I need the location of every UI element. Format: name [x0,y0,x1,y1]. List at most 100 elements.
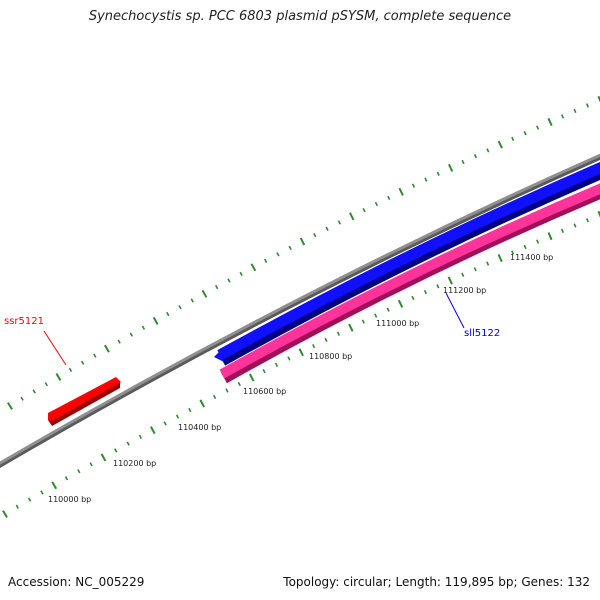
tick-mark [227,278,231,283]
tick-mark [68,367,73,372]
scale-label-110800: 110800 bp [309,352,352,361]
tick-mark [461,159,465,165]
tick-mark [497,140,503,149]
tick-mark [276,252,280,257]
scale-label-110600: 110600 bp [243,387,286,396]
plasmid-backbone [0,153,600,465]
scale-label-111400: 111400 bp [510,253,553,262]
inner-tick-ring [2,210,600,518]
tick-mark [237,381,241,387]
tick-mark [312,343,316,349]
tick-mark [141,325,146,330]
tick-mark [585,103,590,108]
tick-mark [447,276,453,285]
tick-mark [447,163,454,172]
tick-mark [397,299,404,308]
tick-mark [473,267,477,272]
tick-mark [325,226,329,231]
tick-mark [262,368,266,374]
tick-mark [288,245,292,251]
tick-mark [348,323,354,332]
tick-mark [114,448,118,453]
gene-pink[interactable] [219,183,600,379]
tick-mark [178,305,182,310]
ssr5121-label: ssr5121 [4,316,44,327]
tick-mark [175,414,180,419]
tick-mark [15,504,19,509]
tick-mark [523,244,527,250]
tick-mark [163,421,167,426]
tick-mark [287,356,291,361]
tick-mark [80,360,85,365]
tick-mark [274,362,279,367]
gene-sll5122-arrowhead [214,350,224,362]
tick-mark [523,131,527,136]
tick-mark [20,396,24,401]
tick-mark [486,261,490,266]
tick-mark [361,319,365,324]
tick-mark [597,95,600,103]
tick-mark [511,250,515,255]
tick-mark [313,233,317,238]
tick-mark [411,295,415,301]
tick-mark [188,407,192,413]
tick-mark [436,284,440,289]
tick-mark [536,239,540,244]
tick-mark [473,154,478,159]
tick-mark [40,490,44,495]
tick-mark [129,332,133,337]
tick-mark [461,272,465,278]
tick-mark [89,462,93,467]
tick-mark [362,207,366,213]
outer-tick-ring [7,95,600,410]
tick-mark [336,331,341,336]
tick-mark [55,372,62,381]
tick-mark [249,373,255,382]
tick-mark [51,481,58,490]
tick-mark [77,469,81,474]
tick-mark [225,388,229,393]
tick-mark [2,510,8,518]
gene-sll5122[interactable] [217,161,600,360]
tick-mark [398,187,404,196]
tick-mark [411,183,416,188]
accession-text: Accession: NC_005229 [8,575,145,589]
topology-summary: Topology: circular; Length: 119,895 bp; … [283,575,590,589]
tick-mark [250,263,257,272]
tick-mark [349,212,355,221]
tick-mark [7,402,13,410]
tick-mark [374,201,379,207]
tick-mark [32,389,36,394]
tick-mark [573,223,577,228]
map-title: Synechocystis sp. PCC 6803 plasmid pSYSM… [88,9,512,24]
tick-mark [239,271,243,276]
tick-mark [117,339,121,344]
tick-mark [93,353,97,358]
gene-ssr5121[interactable] [48,377,121,421]
tick-mark [201,289,208,298]
tick-mark [560,228,565,234]
tick-mark [337,220,342,225]
tick-mark [536,125,540,130]
tick-mark [199,399,205,408]
tick-mark [573,108,577,114]
tick-mark [547,232,553,241]
tick-mark [27,497,32,502]
tick-mark [100,453,107,462]
tick-mark [436,171,440,176]
tick-mark [424,177,428,182]
gene-pink-shadow [221,186,600,384]
scale-label-110000: 110000 bp [48,495,91,504]
tick-mark [585,218,590,223]
tick-mark [497,253,503,263]
backbone-shadow [0,154,600,468]
tick-mark [104,344,110,353]
tick-mark [263,258,268,263]
tick-mark [386,307,390,312]
scale-label-110200: 110200 bp [113,459,156,468]
tick-mark [324,337,328,343]
tick-mark [64,476,69,481]
tick-mark [374,313,378,318]
tick-mark [152,316,159,325]
